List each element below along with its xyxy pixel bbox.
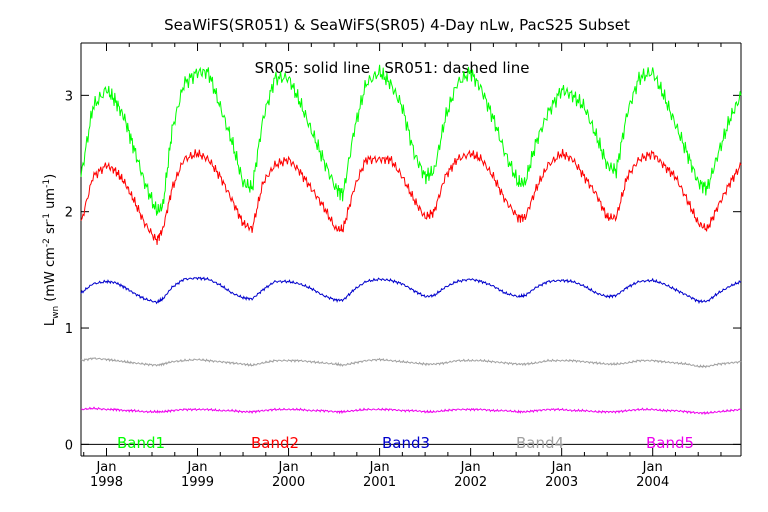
legend-label-band3: Band3 [382, 434, 430, 452]
x-tick-month-label: Jan [278, 460, 299, 475]
y-axis-ticks: 0 1 2 3 [65, 89, 741, 453]
x-axis-ticks: Jan1998Jan1999Jan2000Jan2001Jan2002Jan20… [83, 43, 722, 490]
y-axis-label-sup2: -1 [42, 213, 52, 222]
x-tick-month-label: Jan [187, 460, 208, 475]
x-tick-month-label: Jan [460, 460, 481, 475]
legend-label-band2: Band2 [251, 434, 299, 452]
plot-frame [80, 42, 742, 457]
x-tick-month-label: Jan [551, 460, 572, 475]
y-axis-label-sup1: -2 [42, 238, 52, 247]
x-tick-year-label: 2001 [363, 475, 396, 490]
chart-title: SeaWiFS(SR051) & SeaWiFS(SR05) 4-Day nLw… [164, 16, 630, 34]
line-style-annotation: SR05: solid line SR051: dashed line [255, 59, 530, 77]
x-tick-month-label: Jan [642, 460, 663, 475]
x-tick-year-label: 2004 [636, 475, 669, 490]
y-tick-label: 3 [65, 89, 73, 104]
x-tick-month-label: Jan [369, 460, 390, 475]
series-line-band5 [80, 406, 742, 416]
legend: Band1 Band2 Band3 Band4 Band5 [117, 434, 694, 452]
legend-label-band5: Band5 [646, 434, 694, 452]
y-axis-label-sub: wn [51, 306, 61, 319]
y-tick-label: 0 [65, 438, 73, 453]
legend-label-band1: Band1 [117, 434, 165, 452]
y-axis-label-units-mid1: sr [43, 221, 58, 238]
y-tick-label: 1 [65, 322, 73, 337]
series-line-band3 [80, 276, 742, 305]
legend-label-band4: Band4 [516, 434, 564, 452]
x-tick-year-label: 2002 [454, 475, 487, 490]
y-tick-label: 2 [65, 206, 73, 221]
y-axis-label-units-open: (mW cm [43, 247, 58, 306]
series-line-band1 [80, 64, 742, 216]
y-axis-label: Lwn (mW cm-2 sr-1 um-1) [42, 174, 61, 326]
y-axis-label-units-mid2: um [43, 188, 58, 213]
x-tick-year-label: 1999 [181, 475, 214, 490]
y-axis-label-main: L [43, 318, 58, 326]
x-tick-year-label: 1998 [90, 475, 123, 490]
x-tick-year-label: 2003 [545, 475, 578, 490]
x-tick-month-label: Jan [95, 460, 116, 475]
series-line-band4 [80, 357, 742, 369]
y-axis-label-units-close: ) [43, 174, 58, 179]
x-tick-year-label: 2000 [272, 475, 305, 490]
series-line-band2 [80, 148, 742, 245]
y-axis-label-sup3: -1 [42, 179, 52, 188]
series-lines [80, 64, 742, 416]
